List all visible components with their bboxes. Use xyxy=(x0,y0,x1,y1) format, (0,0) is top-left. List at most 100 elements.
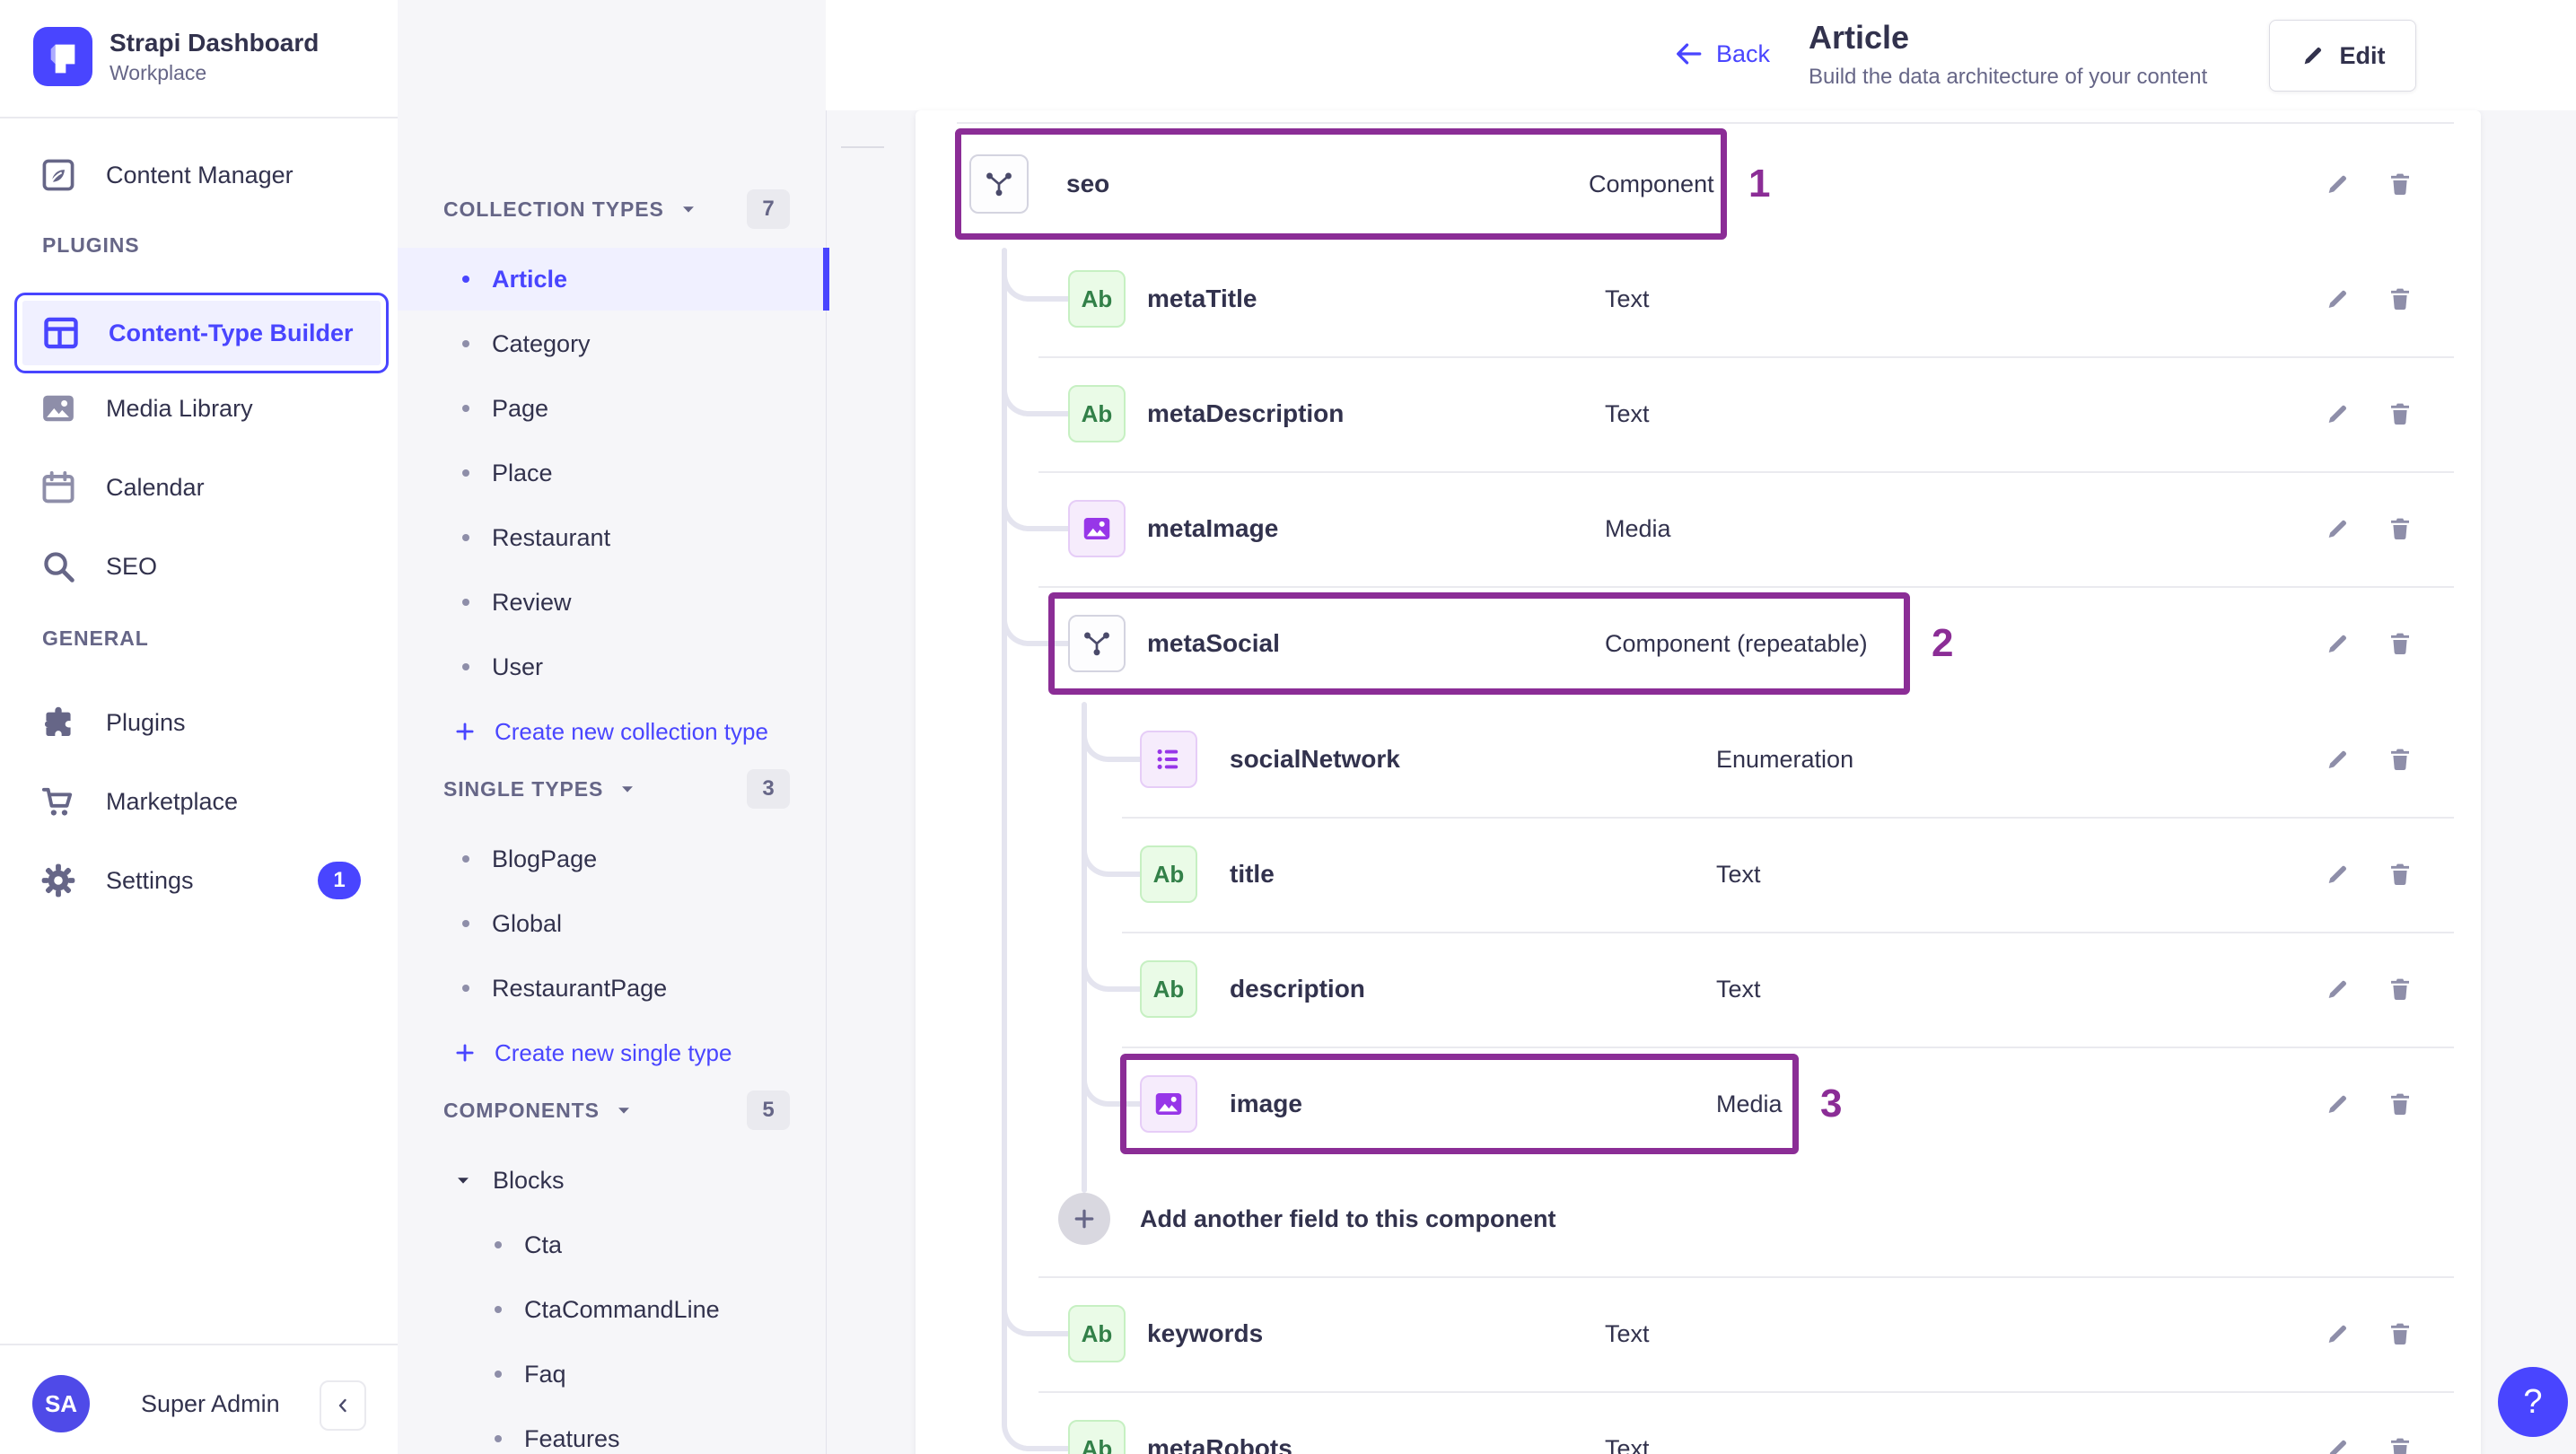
sidebar-item-media-library[interactable]: Media Library xyxy=(14,371,383,446)
avatar[interactable]: SA xyxy=(32,1375,90,1432)
back-link[interactable]: Back xyxy=(1673,36,1770,72)
edit-field-button[interactable] xyxy=(2316,507,2359,550)
sidebar-item-marketplace[interactable]: Marketplace xyxy=(14,764,383,839)
panel-item-page[interactable]: Page xyxy=(398,377,823,440)
seo-icon xyxy=(44,552,74,582)
panel-item-label: Place xyxy=(492,459,553,486)
bullet-icon xyxy=(495,1241,502,1248)
edit-field-button[interactable] xyxy=(2316,1427,2359,1454)
panel-item-blogpage[interactable]: BlogPage xyxy=(398,828,823,890)
edit-field-button[interactable] xyxy=(2316,1082,2359,1126)
add-field-to-component-label[interactable]: Add another field to this component xyxy=(1140,1205,1556,1232)
panel-group-blocks[interactable]: Blocks xyxy=(398,1149,823,1212)
panel-item-faq[interactable]: Faq xyxy=(398,1343,823,1406)
plus-small-icon xyxy=(456,723,474,740)
pencil-icon xyxy=(2328,1325,2346,1343)
pencil-icon xyxy=(2328,635,2346,653)
content-type-builder-icon xyxy=(44,317,78,349)
trash-icon xyxy=(2391,978,2409,1000)
panel-section-header-0[interactable]: COLLECTION TYPES xyxy=(443,194,698,224)
panel-action-1[interactable]: Create new single type xyxy=(398,1021,823,1084)
sidebar-item-label: Media Library xyxy=(106,394,253,422)
panel-item-article[interactable]: Article xyxy=(398,248,829,311)
delete-field-button[interactable] xyxy=(2379,968,2422,1011)
panel-section-count: 5 xyxy=(747,1090,790,1130)
row-divider xyxy=(1038,1276,2454,1278)
delete-field-button[interactable] xyxy=(2379,162,2422,206)
panel-item-category[interactable]: Category xyxy=(398,312,823,375)
edit-field-button[interactable] xyxy=(2316,622,2359,665)
delete-field-button[interactable] xyxy=(2379,392,2422,435)
panel-item-features[interactable]: Features xyxy=(398,1407,823,1454)
sidebar-item-plugins[interactable]: Plugins xyxy=(14,685,383,760)
trash-icon xyxy=(2391,518,2409,540)
trash-icon xyxy=(2391,288,2409,311)
bullet-icon xyxy=(495,1371,502,1378)
panel-section-header-2[interactable]: COMPONENTS xyxy=(443,1095,634,1126)
field-type-text-icon: Ab xyxy=(1140,960,1197,1018)
delete-field-button[interactable] xyxy=(2379,1082,2422,1126)
panel-item-global[interactable]: Global xyxy=(398,892,823,955)
sidebar-item-content-type-builder[interactable]: Content-Type Builder xyxy=(14,293,389,373)
panel-item-place[interactable]: Place xyxy=(398,442,823,504)
annotation-number: 3 xyxy=(1820,1082,1843,1126)
page-title: Article xyxy=(1809,19,1910,56)
media-library-icon xyxy=(38,388,79,429)
field-type-enumeration-icon xyxy=(1140,731,1197,788)
edit-field-button[interactable] xyxy=(2316,277,2359,320)
panel-section-header-1[interactable]: SINGLE TYPES xyxy=(443,774,637,804)
back-arrow-icon xyxy=(1677,43,1702,65)
panel-item-cta[interactable]: Cta xyxy=(398,1213,823,1276)
tree-branch xyxy=(1082,825,1140,877)
panel-section-title: SINGLE TYPES xyxy=(443,776,604,801)
sidebar-item-settings[interactable]: Settings 1 xyxy=(14,843,383,918)
panel-section-title: COLLECTION TYPES xyxy=(443,197,664,221)
edit-field-button[interactable] xyxy=(2316,162,2359,206)
sidebar-item-calendar[interactable]: Calendar xyxy=(14,450,383,525)
notification-badge: 1 xyxy=(318,862,361,899)
panel-item-restaurantpage[interactable]: RestaurantPage xyxy=(398,957,823,1020)
seo-icon xyxy=(38,546,79,587)
plugins-icon xyxy=(38,702,79,743)
panel-item-review[interactable]: Review xyxy=(398,571,823,634)
edit-field-button[interactable] xyxy=(2316,1312,2359,1355)
sidebar-item-label: SEO xyxy=(106,552,158,580)
field-name: title xyxy=(1230,860,1275,888)
delete-field-button[interactable] xyxy=(2379,1312,2422,1355)
panel-item-restaurant[interactable]: Restaurant xyxy=(398,506,823,569)
panel-item-user[interactable]: User xyxy=(398,635,823,698)
delete-field-button[interactable] xyxy=(2379,622,2422,665)
delete-field-button[interactable] xyxy=(2379,507,2422,550)
row-divider xyxy=(1038,471,2454,473)
delete-field-button[interactable] xyxy=(2379,738,2422,781)
panel-action-0[interactable]: Create new collection type xyxy=(398,700,823,763)
trash-icon xyxy=(2391,1438,2409,1454)
sidebar-item-content-manager[interactable]: Content Manager xyxy=(14,137,383,213)
tree-line-seo xyxy=(1002,248,1007,1402)
tree-branch xyxy=(1002,250,1068,302)
edit-field-button[interactable] xyxy=(2316,968,2359,1011)
field-type-component-icon xyxy=(969,154,1029,214)
edit-field-button[interactable] xyxy=(2316,853,2359,896)
page-subtitle: Build the data architecture of your cont… xyxy=(1809,65,2208,89)
panel-item-label: Features xyxy=(524,1424,620,1452)
field-type-component-icon xyxy=(1068,615,1126,672)
add-field-to-component-button[interactable] xyxy=(1058,1193,1110,1245)
panel-item-label: Review xyxy=(492,588,572,616)
sidebar-item-seo[interactable]: SEO xyxy=(14,529,383,604)
edit-button[interactable]: Edit xyxy=(2269,20,2416,92)
field-name: metaSocial xyxy=(1147,629,1280,657)
help-button[interactable]: ? xyxy=(2498,1367,2568,1437)
delete-field-button[interactable] xyxy=(2379,1427,2422,1454)
delete-field-button[interactable] xyxy=(2379,853,2422,896)
edit-field-button[interactable] xyxy=(2316,392,2359,435)
sidebar-item-label: Calendar xyxy=(106,473,205,501)
field-type-text-icon: Ab xyxy=(1068,1305,1126,1362)
panel-item-ctacommandline[interactable]: CtaCommandLine xyxy=(398,1278,823,1341)
media-icon xyxy=(1155,1093,1182,1115)
delete-field-button[interactable] xyxy=(2379,277,2422,320)
field-name: metaRobots xyxy=(1147,1434,1292,1454)
edit-field-button[interactable] xyxy=(2316,738,2359,781)
collapse-sidebar-button[interactable] xyxy=(320,1380,366,1431)
